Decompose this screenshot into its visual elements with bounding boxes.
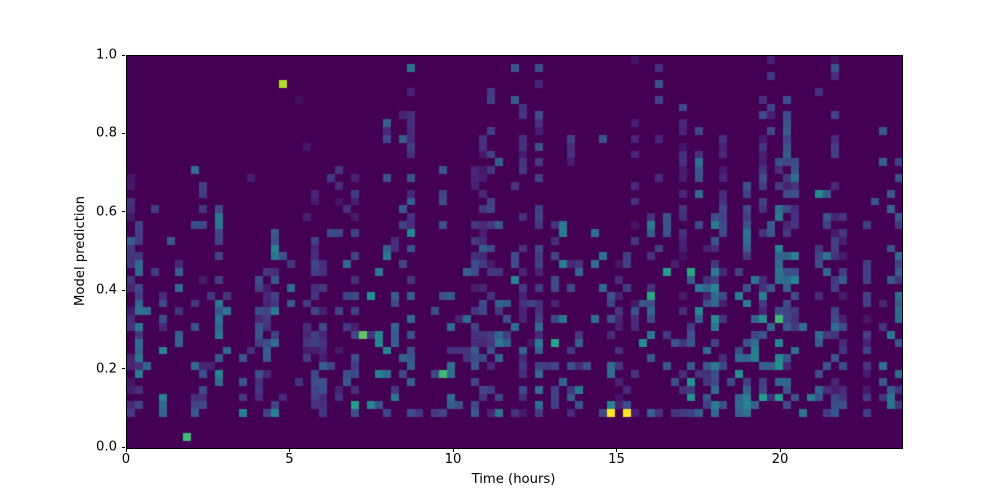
x-tick-mark [125, 448, 127, 452]
y-tick-mark [121, 54, 125, 56]
heatmap-axes [126, 55, 903, 449]
x-tick-label: 20 [771, 452, 789, 467]
x-tick-label: 10 [444, 452, 462, 467]
x-tick-mark [452, 448, 454, 452]
y-tick-label: 0.2 [96, 361, 117, 377]
y-tick-mark [121, 446, 125, 448]
x-tick-mark [616, 448, 617, 452]
x-tick-label: 5 [285, 452, 294, 467]
y-tick-label: 1.0 [96, 47, 117, 63]
y-tick-mark [121, 289, 125, 291]
x-tick-label: 0 [121, 452, 131, 467]
y-tick-mark [121, 211, 125, 213]
x-tick-mark [779, 448, 781, 452]
y-tick-label: 0.6 [96, 204, 117, 220]
y-tick-label: 0.4 [96, 282, 117, 298]
y-tick-mark [121, 368, 125, 370]
y-tick-label: 0.8 [96, 125, 117, 141]
y-tick-label: 0.0 [96, 439, 117, 455]
x-axis-label: Time (hours) [471, 472, 556, 487]
x-tick-mark [289, 448, 290, 452]
y-axis-label: Model prediction [73, 196, 88, 306]
y-tick-mark [121, 132, 125, 134]
x-tick-label: 15 [608, 452, 625, 467]
heatmap-image [127, 56, 902, 448]
